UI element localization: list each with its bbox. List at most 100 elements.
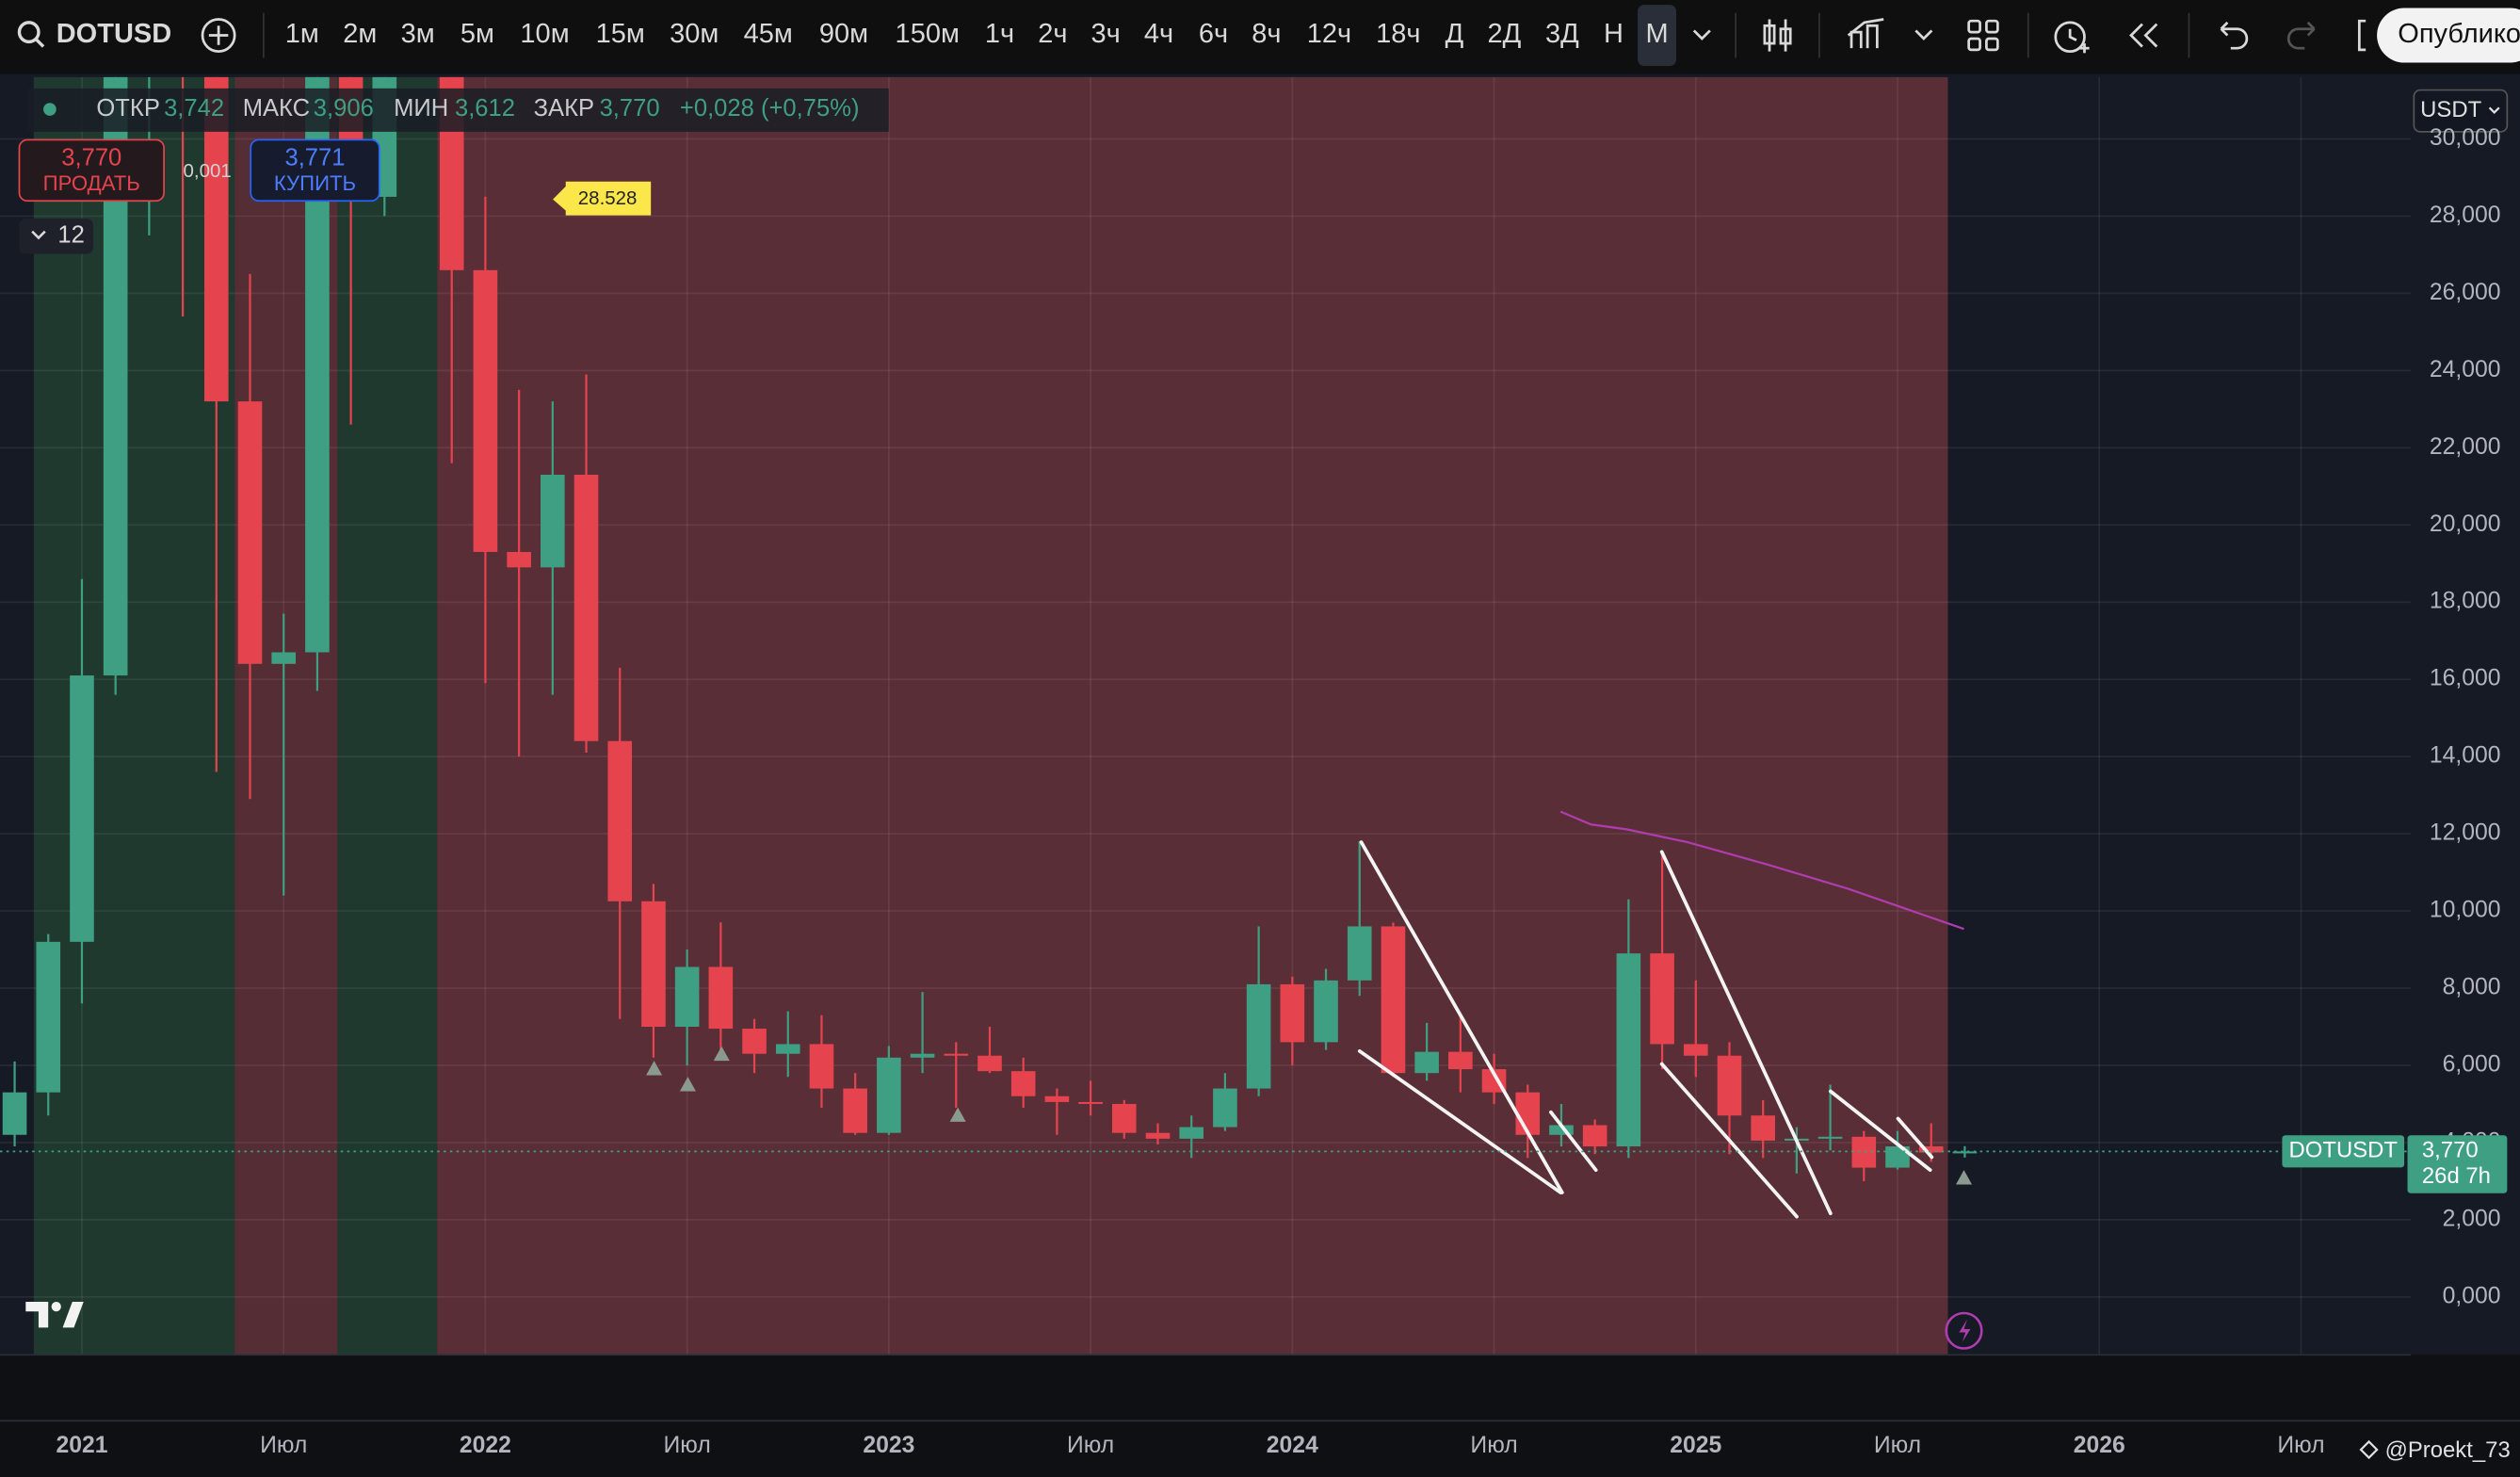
- candle-body: [507, 551, 531, 568]
- fullscreen-button[interactable]: [2357, 19, 2367, 52]
- legend-high: 3,906: [314, 95, 374, 122]
- candle-body: [1213, 1088, 1237, 1128]
- currency[interactable]: USDT: [2420, 97, 2481, 122]
- indicators-toggle[interactable]: [19, 219, 93, 254]
- x-axis: 2021 Июл 2022 Июл 2023 Июл 2024 Июл 2025 Июл 2026 И…: [56, 1433, 2324, 1458]
- indicators-dropdown[interactable]: [1914, 29, 1933, 41]
- price-label-symbol: DOTUSDT: [2289, 1138, 2399, 1163]
- interval-active-bg[interactable]: [1638, 5, 1677, 66]
- interval[interactable]: 1м: [285, 19, 319, 49]
- price-label-bg: [2407, 1135, 2508, 1193]
- interval[interactable]: 3ч: [1091, 19, 1121, 49]
- candle-body: [1179, 1127, 1204, 1139]
- interval[interactable]: 10м: [520, 19, 569, 49]
- y-tick-label: 22,000: [2430, 434, 2501, 460]
- interval[interactable]: 5м: [460, 19, 494, 49]
- interval[interactable]: 4ч: [1144, 19, 1173, 49]
- interval[interactable]: 8ч: [1252, 19, 1281, 49]
- interval[interactable]: 2ч: [1038, 19, 1067, 49]
- layouts-button[interactable]: [1967, 19, 1999, 52]
- indicators-button[interactable]: [1847, 18, 1884, 49]
- search-icon[interactable]: [17, 21, 45, 48]
- redo-button[interactable]: [2286, 21, 2316, 50]
- interval[interactable]: Н: [1604, 19, 1623, 49]
- alert-button[interactable]: [2054, 21, 2090, 54]
- currency-chevron[interactable]: [2488, 106, 2500, 115]
- undo-button[interactable]: [2220, 21, 2249, 50]
- candle-body: [742, 1029, 767, 1054]
- y-tick-label: 2,000: [2443, 1206, 2501, 1231]
- interval[interactable]: Д: [1446, 19, 1464, 49]
- candle-body: [1650, 953, 1674, 1045]
- candle-body: [708, 966, 734, 1030]
- x-tick-label: Июл: [260, 1433, 307, 1458]
- status-dot: [43, 103, 57, 116]
- lightning-button[interactable]: [1945, 1311, 1983, 1350]
- watermark-icon: [2359, 1439, 2379, 1460]
- candle-body: [573, 474, 599, 741]
- candle-body: [1448, 1051, 1473, 1070]
- legend-open-label: ОТКР: [96, 95, 159, 122]
- replay-button[interactable]: [2129, 23, 2158, 48]
- y-tick-label: 0,000: [2443, 1283, 2501, 1308]
- legend-close-label: ЗАКР: [534, 95, 594, 122]
- x-tick-label: 2021: [56, 1433, 107, 1458]
- y-tick-label: 8,000: [2443, 975, 2501, 1000]
- interval[interactable]: 2Д: [1488, 19, 1522, 49]
- legend-high-label: МАКС: [243, 95, 310, 122]
- zone-green: [33, 76, 235, 1355]
- candle-body: [1010, 1071, 1036, 1096]
- x-tick-label: Июл: [2277, 1433, 2324, 1458]
- x-tick-label: 2024: [1267, 1433, 1318, 1458]
- sell-label[interactable]: ПРОДАТЬ: [43, 171, 140, 195]
- symbol[interactable]: DOTUSD: [57, 19, 171, 49]
- interval[interactable]: 150м: [896, 19, 960, 49]
- indicator-count[interactable]: 12: [57, 222, 84, 249]
- y-tick-label: 20,000: [2430, 511, 2501, 537]
- interval[interactable]: 90м: [819, 19, 868, 49]
- sell-price[interactable]: 3,770: [61, 145, 121, 171]
- x-tick-label: Июл: [1470, 1433, 1517, 1458]
- y-tick-label: 28,000: [2430, 203, 2501, 228]
- legend-bg: [27, 88, 889, 132]
- interval-group: 1м 2м 3м 5м 10м 15м 30м 45м 90м 150м 1ч 2ч 3ч 4ч 6ч 8ч 1…: [285, 5, 1677, 66]
- currency-select[interactable]: [2413, 89, 2509, 133]
- interval[interactable]: 3м: [401, 19, 435, 49]
- candle-body: [1817, 1136, 1843, 1139]
- lightning-icon[interactable]: [1959, 1319, 1971, 1342]
- interval[interactable]: 1ч: [985, 19, 1014, 49]
- candle-body: [1145, 1132, 1171, 1139]
- chart-type-button[interactable]: [1763, 19, 1792, 52]
- x-tick-label: Июл: [664, 1433, 711, 1458]
- candle-body: [809, 1044, 834, 1089]
- spread: 0,001: [184, 160, 232, 182]
- candle-body: [70, 675, 94, 942]
- interval[interactable]: 3Д: [1545, 19, 1579, 49]
- interval[interactable]: 6ч: [1199, 19, 1228, 49]
- trend-lines: [1357, 840, 1934, 1219]
- y-tick-label: 14,000: [2430, 743, 2501, 769]
- publish-button[interactable]: [2377, 8, 2520, 63]
- interval[interactable]: 2м: [343, 19, 377, 49]
- buy-price[interactable]: 3,771: [284, 145, 345, 171]
- price-label: 3,770: [2422, 1138, 2479, 1163]
- interval[interactable]: 45м: [744, 19, 793, 49]
- interval[interactable]: 18ч: [1376, 19, 1420, 49]
- candle-body: [36, 941, 61, 1093]
- publish-label[interactable]: Опублико: [2398, 19, 2520, 49]
- candle-body: [1078, 1101, 1103, 1104]
- add-symbol-button[interactable]: [201, 18, 236, 53]
- interval[interactable]: 30м: [670, 19, 719, 49]
- signal-markers: [646, 1046, 1973, 1185]
- interval[interactable]: 12ч: [1307, 19, 1351, 49]
- interval[interactable]: 15м: [596, 19, 645, 49]
- toggle-chevron[interactable]: [31, 230, 46, 240]
- interval-dropdown[interactable]: [1692, 29, 1711, 41]
- tv-logo: [25, 1302, 84, 1328]
- buy-button[interactable]: [250, 138, 380, 203]
- sell-button[interactable]: [18, 138, 165, 203]
- x-tick-label: 2022: [460, 1433, 511, 1458]
- interval[interactable]: М: [1645, 19, 1668, 49]
- badge-label: 28.528: [578, 187, 638, 209]
- buy-label[interactable]: КУПИТЬ: [274, 171, 356, 195]
